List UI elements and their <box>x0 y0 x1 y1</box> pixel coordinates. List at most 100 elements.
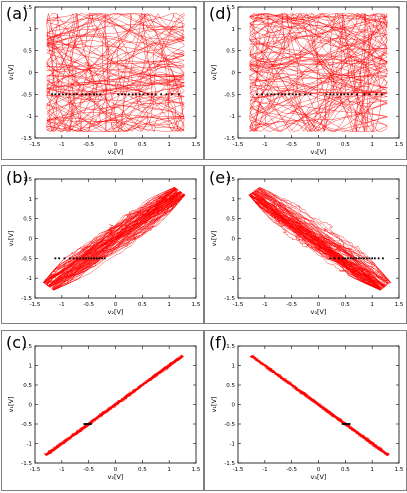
marker-point <box>288 93 290 96</box>
marker-point <box>177 93 180 96</box>
marker-point <box>138 93 141 96</box>
marker-point <box>273 93 276 96</box>
trajectory-series <box>248 187 391 291</box>
marker-point <box>277 93 280 96</box>
y-tick-label: -1 <box>230 114 235 120</box>
marker-point <box>142 93 145 96</box>
x-tick-label: 0.5 <box>138 142 147 148</box>
x-axis-label: v₃[V] <box>311 473 327 481</box>
marker-point <box>68 257 71 260</box>
marker-point <box>298 93 301 96</box>
x-tick-label: -1 <box>262 302 267 308</box>
x-tick-label: -1.5 <box>30 142 41 148</box>
x-tick-label: 1 <box>167 302 171 308</box>
marker-point <box>99 93 102 96</box>
trajectory-series <box>249 354 390 457</box>
x-tick-label: 1 <box>167 142 171 148</box>
x-axis-label: v₃[V] <box>311 308 327 316</box>
marker-point <box>131 93 134 96</box>
marker-point <box>357 257 360 260</box>
marker-point <box>58 93 61 96</box>
y-axis-label: v₁[V] <box>210 65 218 81</box>
x-tick-label: -1.5 <box>233 302 244 308</box>
x-tick-label: 0.5 <box>341 142 350 148</box>
marker-point <box>58 257 61 260</box>
panel-label: (e) <box>209 168 231 187</box>
y-tick-label: 0.5 <box>23 217 32 223</box>
x-tick-label: 0.5 <box>138 302 147 308</box>
y-tick-label: -1.5 <box>21 296 32 302</box>
y-axis-label: v₁[V] <box>7 397 15 413</box>
marker-point <box>380 93 383 96</box>
x-tick-label: -1.5 <box>233 467 244 473</box>
marker-point <box>345 423 348 425</box>
marker-point <box>170 93 173 96</box>
marker-point <box>117 93 120 96</box>
y-tick-label: 1.5 <box>23 344 32 350</box>
panel-e: -1.5 -1 -0.5 0 0.5 1 1.5 -1.5 -1 -0.5 0 0.5 1 1.5 v₃[V… <box>204 165 407 324</box>
marker-point <box>291 93 294 96</box>
marker-point <box>347 257 349 260</box>
y-axis-label: v₁[V] <box>210 397 218 413</box>
y-tick-label: -1 <box>230 442 235 448</box>
x-tick-label: 1.5 <box>192 142 201 148</box>
marker-point <box>165 93 168 96</box>
x-tick-label: 1 <box>370 467 374 473</box>
y-tick-label: 1 <box>232 197 236 203</box>
x-tick-label: 1.5 <box>395 302 404 308</box>
panel-f: -1.5 -1 -0.5 0 0.5 1 1.5 -1.5 -1 -0.5 0 0.5 1 1.5 v₃[V… <box>204 330 407 491</box>
y-tick-label: 1 <box>29 197 33 203</box>
marker-point <box>329 257 332 260</box>
marker-point <box>72 93 75 96</box>
marker-point <box>68 93 71 96</box>
marker-point <box>89 423 92 425</box>
x-tick-label: 0 <box>114 467 118 473</box>
x-tick-label: 1.5 <box>192 302 201 308</box>
trajectory-series <box>42 187 186 291</box>
y-tick-label: 1.5 <box>226 344 235 350</box>
y-axis-label: v₁[V] <box>7 231 15 247</box>
marker-point <box>85 423 87 425</box>
marker-point <box>363 93 366 96</box>
y-tick-label: 1.5 <box>226 5 235 11</box>
marker-point <box>54 257 57 260</box>
marker-point <box>377 257 380 260</box>
marker-point <box>343 423 346 425</box>
y-tick-label: -1.5 <box>224 296 235 302</box>
marker-point <box>340 93 342 96</box>
y-tick-label: 1.5 <box>23 5 32 11</box>
marker-point <box>87 257 90 260</box>
panel-label: (f) <box>209 333 227 352</box>
marker-point <box>63 257 66 260</box>
x-tick-label: 0 <box>317 142 321 148</box>
x-tick-label: 0.5 <box>341 302 350 308</box>
y-tick-label: 0 <box>29 237 33 243</box>
y-tick-label: -0.5 <box>21 256 32 262</box>
marker-point <box>368 257 371 260</box>
y-tick-label: 1.5 <box>23 177 32 183</box>
x-axis-label: v₂[V] <box>108 308 124 316</box>
y-tick-label: 0 <box>29 71 33 77</box>
y-tick-label: 0 <box>232 403 236 409</box>
y-tick-label: 0 <box>29 403 33 409</box>
panel-label: (d) <box>209 4 232 23</box>
y-tick-label: 0.5 <box>226 217 235 223</box>
marker-point <box>128 93 130 96</box>
x-tick-label: 0 <box>114 142 118 148</box>
y-tick-label: 0.5 <box>226 383 235 389</box>
marker-point <box>62 93 64 96</box>
marker-point <box>65 93 68 96</box>
x-tick-label: -1 <box>262 467 267 473</box>
marker-point <box>95 257 98 260</box>
x-tick-label: 1.5 <box>395 142 404 148</box>
y-tick-label: 1 <box>232 364 236 370</box>
panel-label: (a) <box>6 4 28 23</box>
y-tick-label: 1.5 <box>226 177 235 183</box>
marker-point <box>95 93 98 96</box>
marker-point <box>81 93 84 96</box>
marker-point <box>121 93 123 96</box>
x-tick-label: 0.5 <box>341 467 350 473</box>
x-tick-label: -1 <box>262 142 267 148</box>
x-tick-label: -1.5 <box>30 302 41 308</box>
